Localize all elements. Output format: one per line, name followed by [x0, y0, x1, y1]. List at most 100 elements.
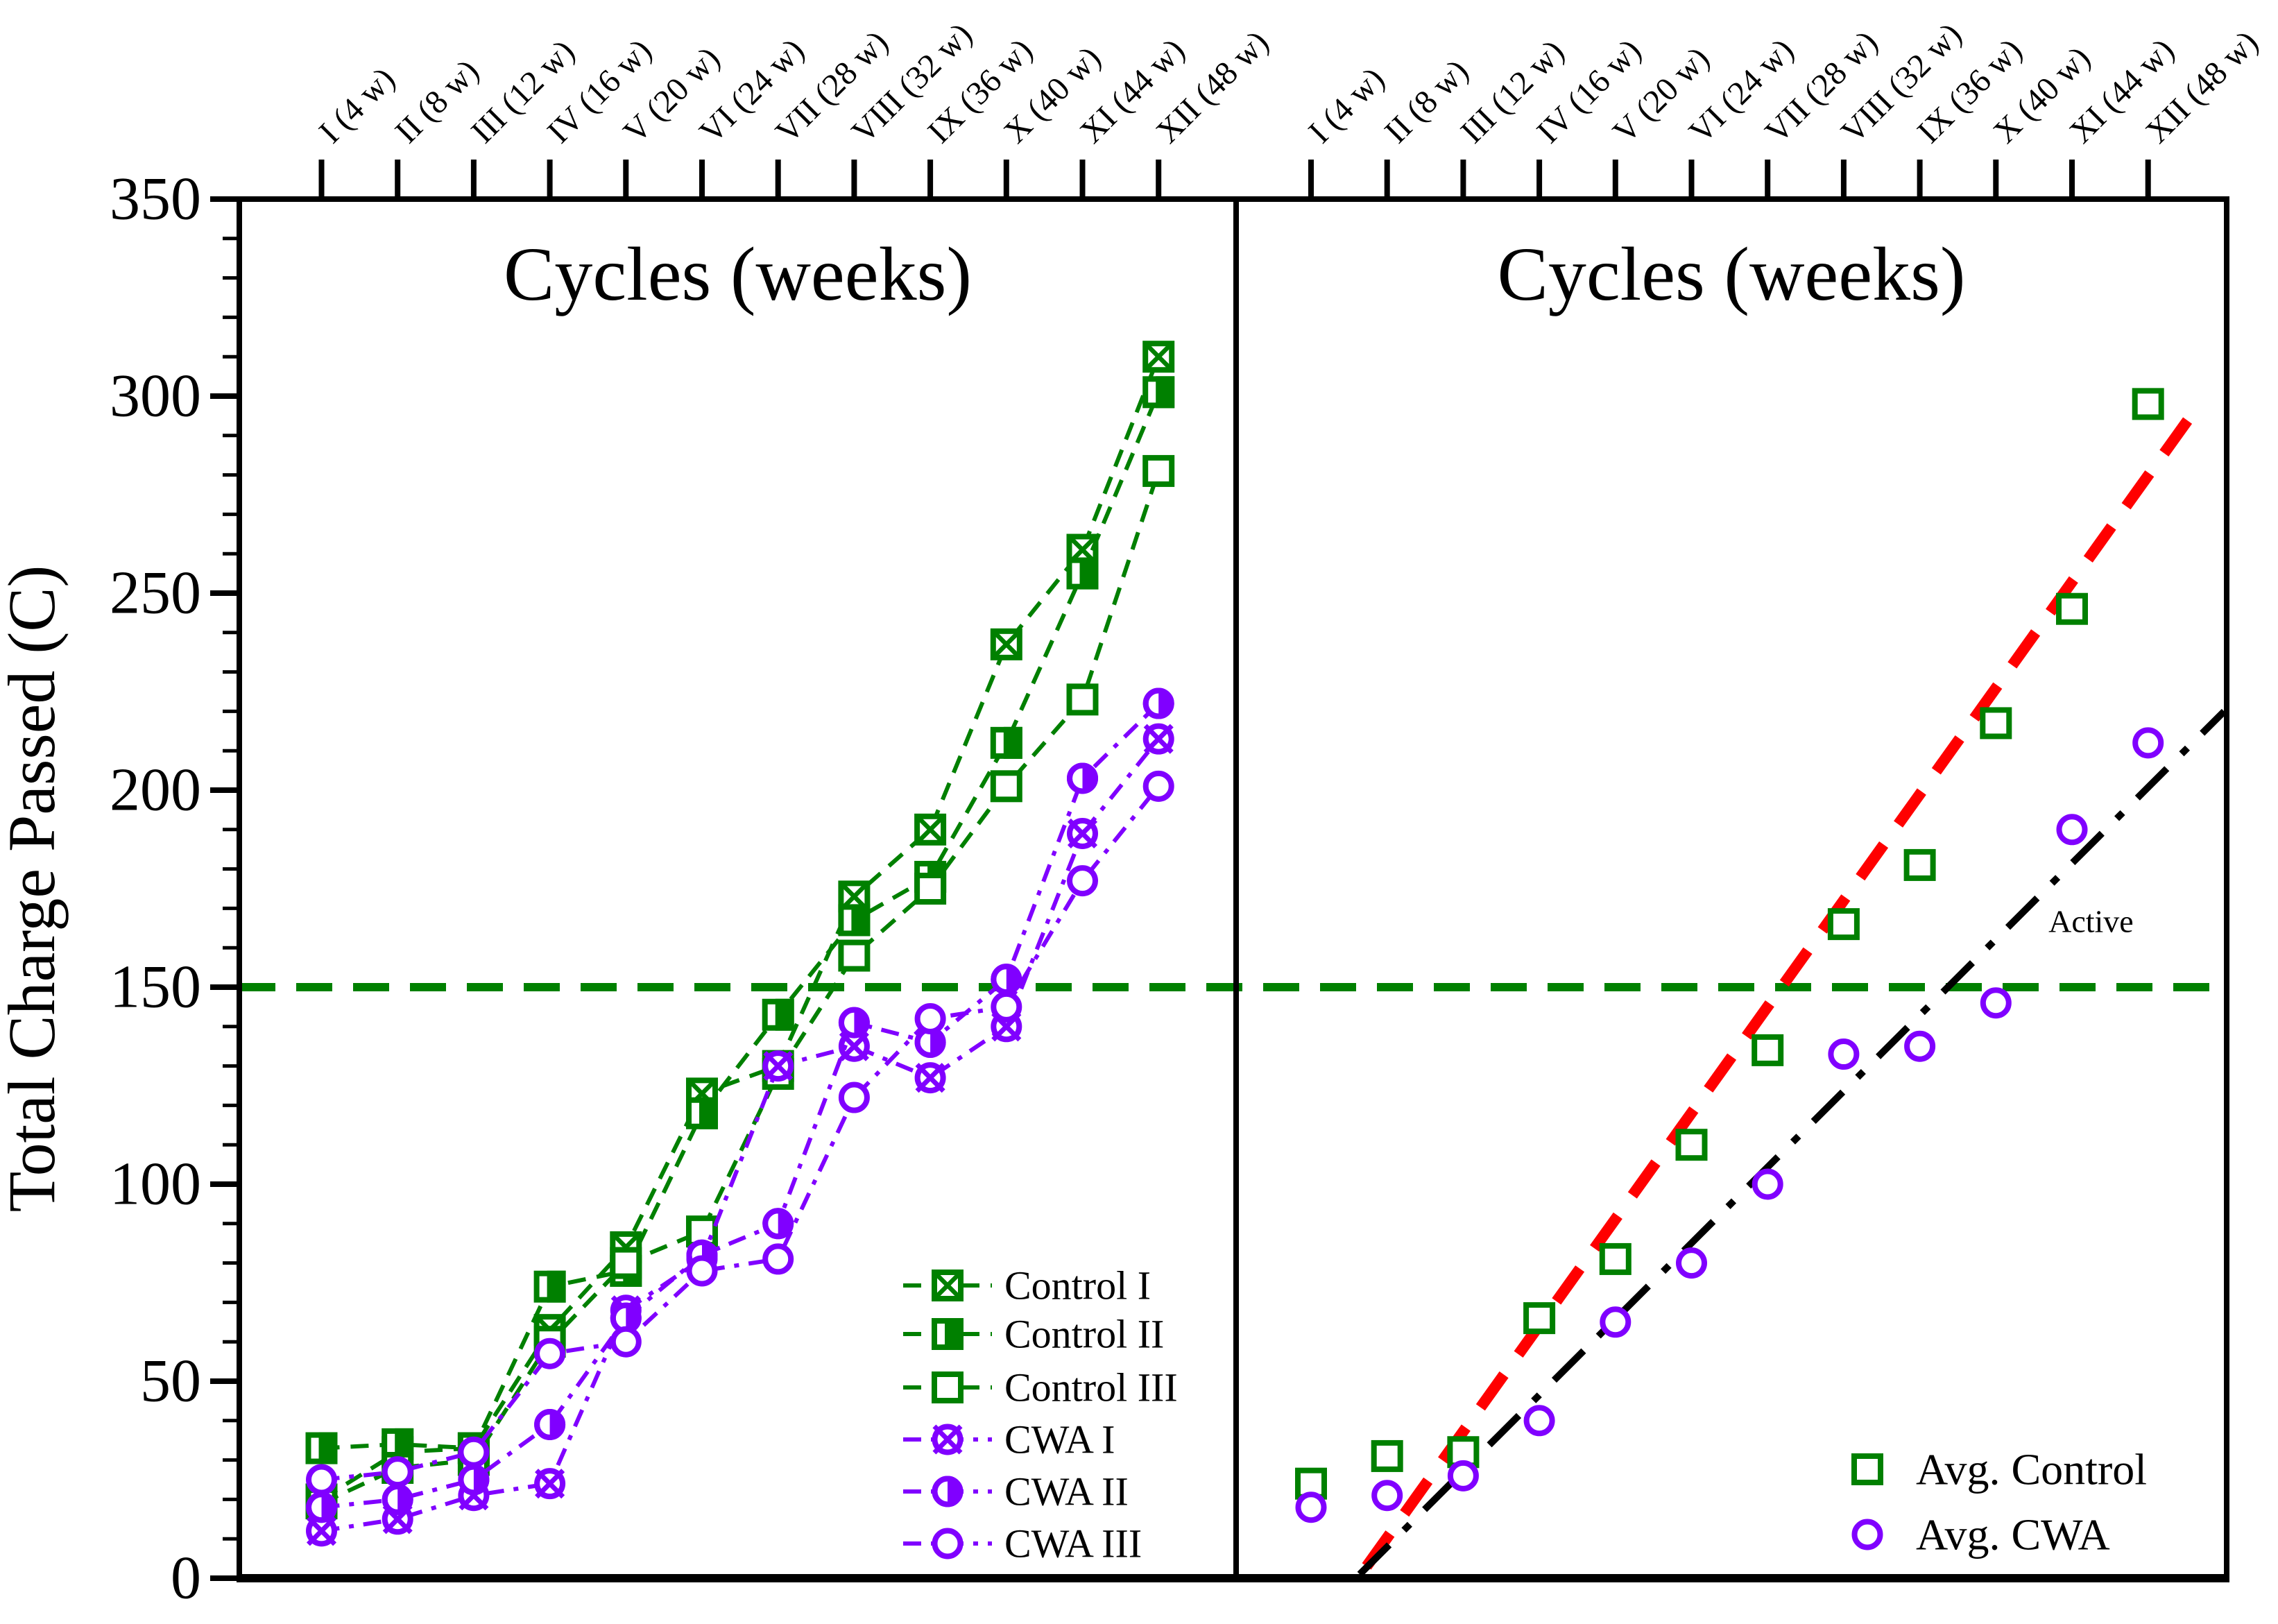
marker-shape	[1447, 1460, 1479, 1491]
marker-square-x	[914, 813, 947, 846]
marker-x2	[1143, 341, 1174, 372]
series-line	[321, 391, 1161, 1451]
marker-circle-half	[991, 964, 1022, 995]
series-cwa-iii	[306, 770, 1174, 1496]
marker-square-open	[1827, 908, 1860, 941]
marker-x2	[932, 1270, 963, 1301]
marker-x2	[763, 1051, 794, 1082]
marker-shape	[1752, 1168, 1783, 1200]
marker-x2	[932, 1424, 963, 1455]
marker-shape	[2132, 727, 2164, 759]
marker-x2	[1067, 818, 1098, 849]
marker-square-open	[932, 1371, 964, 1403]
marker-circle-open	[2056, 814, 2088, 846]
marker-half-fill	[1003, 726, 1022, 759]
marker-circle-half	[458, 1464, 490, 1496]
marker-square-open	[1523, 1302, 1556, 1335]
marker-circle-open	[382, 1456, 413, 1488]
marker-shape	[914, 1002, 946, 1034]
marker-shape	[1903, 848, 1936, 881]
legend-label: CWA II	[1004, 1469, 1129, 1514]
marker-half-fill	[318, 1432, 338, 1464]
marker-x2	[306, 1516, 337, 1546]
marker-shape	[1851, 1453, 1883, 1485]
y-tick-label: 50	[140, 1348, 201, 1415]
marker-circle-open	[838, 1082, 870, 1113]
marker-circle-x	[762, 1050, 794, 1082]
marker-circle-half	[534, 1408, 566, 1440]
marker-shape	[932, 1528, 964, 1559]
marker-circle-open	[1676, 1247, 1707, 1279]
marker-x2	[1143, 724, 1174, 754]
marker-circle-open	[1904, 1030, 1936, 1062]
legend-right: Avg. Control Avg. CWA	[1851, 1445, 2147, 1559]
marker-x2	[991, 629, 1022, 660]
marker-square-open	[610, 1247, 642, 1279]
marker-shape	[382, 1456, 413, 1488]
marker-square-x	[990, 628, 1022, 660]
marker-square-half	[686, 1097, 718, 1129]
marker-square-half	[932, 1318, 964, 1350]
marker-shape	[838, 939, 871, 972]
marker-shape	[990, 770, 1022, 803]
marker-square-open	[2132, 388, 2164, 420]
marker-shape	[1599, 1242, 1632, 1275]
marker-circle-half	[1067, 762, 1098, 794]
marker-shape	[932, 1371, 964, 1403]
marker-shape	[534, 1337, 566, 1369]
marker-circle-open	[306, 1464, 337, 1496]
marker-circle-open	[1851, 1519, 1883, 1550]
marker-shape	[914, 873, 947, 905]
marker-shape	[1827, 908, 1860, 941]
marker-outline	[838, 1007, 870, 1038]
marker-circle-open	[1752, 1168, 1783, 1200]
marker-circle-open	[1523, 1405, 1555, 1437]
marker-half-fill	[851, 904, 871, 937]
marker-circle-x	[932, 1424, 964, 1455]
marker-shape	[1980, 707, 2012, 740]
marker-shape	[1828, 1038, 1860, 1070]
marker-circle-x	[838, 1030, 870, 1062]
legend-label: Control II	[1004, 1312, 1164, 1357]
marker-circle-half	[762, 1208, 794, 1240]
marker-shape	[1675, 1129, 1708, 1161]
marker-circle-open	[458, 1436, 490, 1468]
marker-circle-open	[1980, 987, 2012, 1019]
marker-shape	[1523, 1405, 1555, 1437]
marker-shape	[610, 1247, 642, 1279]
marker-circle-x	[914, 1062, 946, 1094]
marker-shape	[1851, 1519, 1883, 1550]
marker-square-half	[990, 726, 1022, 759]
marker-shape	[838, 1082, 870, 1113]
series-avg-cwa	[1295, 727, 2164, 1523]
marker-shape	[1295, 1491, 1327, 1523]
marker-shape	[1523, 1302, 1556, 1335]
legend-label: Control I	[1004, 1263, 1151, 1308]
marker-circle-half	[382, 1483, 413, 1515]
marker-half-fill	[699, 1097, 718, 1129]
marker-x2	[915, 814, 945, 845]
y-axis-label: Total Charge Passed (C)	[0, 565, 69, 1213]
marker-outline	[1142, 687, 1174, 719]
marker-shape	[1066, 683, 1099, 716]
marker-square-half	[762, 998, 794, 1031]
y-tick-label: 200	[110, 757, 201, 824]
marker-half-fill	[547, 1270, 566, 1303]
marker-square-half	[838, 904, 871, 937]
marker-x2	[535, 1469, 565, 1499]
marker-shape	[1371, 1439, 1403, 1472]
marker-circle-half	[932, 1476, 964, 1507]
marker-square-x	[1142, 341, 1175, 373]
marker-outline	[762, 1208, 794, 1240]
marker-square-open	[990, 770, 1022, 803]
marker-square-open	[1851, 1453, 1883, 1485]
y-tick-label: 150	[110, 954, 201, 1021]
marker-circle-x	[534, 1468, 566, 1500]
trend-line-cwa-trend	[1357, 708, 2227, 1577]
marker-square-half	[533, 1270, 566, 1303]
marker-x2	[915, 1063, 945, 1093]
marker-outline	[1067, 762, 1098, 794]
